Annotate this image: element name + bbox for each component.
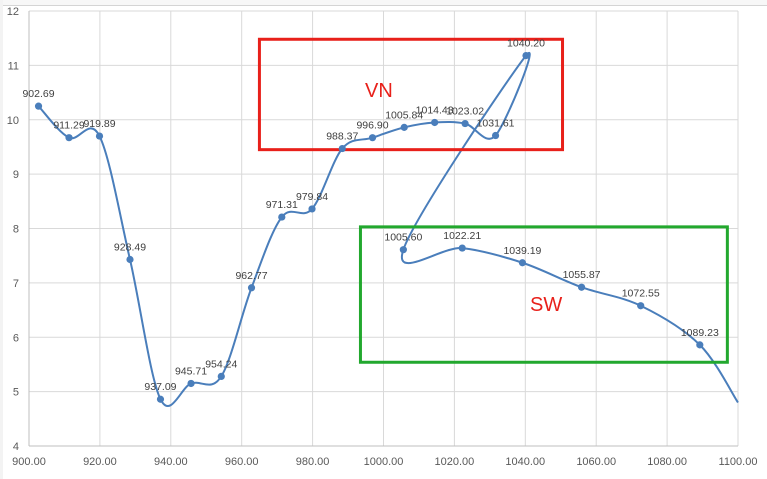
data-label: 1022.21 — [443, 230, 481, 242]
y-tick-label: 5 — [13, 387, 19, 399]
x-tick-label: 1080.00 — [647, 456, 687, 468]
data-label: 1031.61 — [477, 118, 515, 130]
data-label: 928.49 — [114, 241, 146, 253]
data-points — [34, 51, 704, 403]
series-line — [37, 51, 739, 408]
data-point — [247, 284, 256, 292]
y-tick-label: 12 — [7, 6, 19, 18]
data-label: 937.09 — [144, 381, 176, 393]
data-point — [338, 144, 346, 153]
annotation-box-sw — [358, 225, 729, 364]
gridlines — [28, 10, 739, 447]
data-label: 1023.02 — [446, 106, 484, 118]
y-tick-label: 7 — [13, 278, 19, 290]
data-point — [187, 379, 195, 388]
data-point — [577, 283, 586, 291]
data-label: 1039.19 — [503, 245, 541, 257]
data-point — [278, 213, 286, 221]
y-tick-label: 8 — [13, 224, 19, 236]
x-tick-label: 1020.00 — [435, 456, 475, 468]
data-label: 911.29 — [53, 120, 84, 132]
data-point — [458, 244, 466, 252]
x-tick-label: 1040.00 — [505, 456, 545, 468]
data-point — [34, 102, 43, 110]
data-point — [399, 246, 407, 254]
annotation-label-vn: VN — [365, 80, 393, 102]
data-point — [95, 132, 104, 140]
data-label: 971.31 — [266, 199, 298, 211]
data-point — [431, 118, 439, 127]
data-label: 1005.60 — [384, 232, 422, 244]
data-point — [65, 134, 73, 142]
x-tick-label: 900.00 — [12, 456, 46, 468]
data-label: 1014.43 — [416, 104, 454, 116]
series-path — [37, 51, 739, 408]
data-label: 979.84 — [296, 191, 328, 203]
data-label: 1089.23 — [681, 327, 719, 339]
data-point — [637, 302, 645, 310]
data-label: 1055.87 — [563, 269, 601, 281]
x-tick-label: 1100.00 — [719, 456, 758, 468]
x-tick-label: 940.00 — [154, 456, 188, 468]
data-point — [491, 131, 500, 140]
x-axis-ticks: 900.00 920.00 940.00 960.00 980.00 1000.00 102… — [12, 456, 757, 468]
data-point — [217, 372, 225, 380]
x-tick-label: 980.00 — [296, 456, 330, 468]
spreadsheet-header-strip — [0, 0, 767, 6]
data-point — [522, 51, 530, 60]
x-tick-label: 1060.00 — [576, 456, 616, 468]
data-label: 1005.84 — [385, 109, 423, 121]
data-point — [461, 119, 469, 128]
annotation-boxes: VN SW — [257, 37, 729, 364]
data-label: 1072.55 — [622, 288, 660, 300]
annotation-box-vn — [257, 37, 565, 152]
data-point — [368, 134, 377, 142]
data-label: 919.89 — [83, 118, 115, 130]
y-tick-label: 9 — [13, 169, 19, 181]
data-point — [156, 395, 165, 403]
x-tick-label: 1000.00 — [364, 456, 404, 468]
data-label: 1040.20 — [507, 38, 545, 50]
data-point — [400, 123, 408, 131]
data-label: 962.77 — [235, 270, 267, 282]
annotation-label-sw: SW — [530, 294, 562, 316]
y-tick-label: 11 — [8, 60, 19, 72]
data-label: 945.71 — [175, 365, 207, 377]
data-label: 954.24 — [205, 358, 237, 370]
x-tick-label: 920.00 — [83, 456, 117, 468]
y-axis-ticks: 4 5 6 7 8 9 10 11 12 — [7, 6, 19, 453]
data-label: 988.37 — [326, 131, 358, 143]
data-point — [518, 259, 527, 267]
data-label: 902.69 — [22, 88, 54, 100]
x-tick-label: 960.00 — [225, 456, 259, 468]
data-point — [126, 255, 134, 264]
data-point — [308, 205, 316, 213]
y-tick-label: 10 — [7, 115, 19, 127]
y-tick-label: 4 — [13, 441, 19, 453]
data-label: 996.90 — [356, 120, 388, 132]
y-tick-label: 6 — [13, 332, 19, 344]
data-point — [696, 341, 704, 349]
spreadsheet-row-strip — [0, 0, 3, 479]
